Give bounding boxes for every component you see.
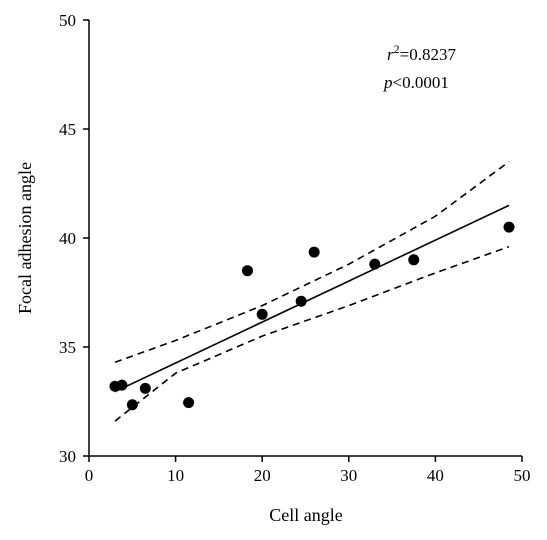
data-point — [256, 308, 268, 320]
y-axis-label: Focal adhesion angle — [15, 162, 35, 314]
confidence-bands — [114, 161, 510, 422]
data-point — [139, 382, 151, 394]
y-tick-label: 30 — [59, 447, 76, 466]
y-tick-label: 35 — [59, 338, 76, 357]
data-point — [503, 221, 515, 233]
x-tick-label: 50 — [514, 466, 531, 485]
x-tick-label: 0 — [85, 466, 94, 485]
r-symbol: r — [387, 45, 394, 64]
data-point — [369, 258, 381, 270]
data-point — [116, 379, 128, 391]
x-tick-label: 10 — [167, 466, 184, 485]
regression-line — [114, 204, 510, 393]
data-points — [109, 221, 515, 411]
x-axis-label: Cell angle — [269, 505, 342, 525]
p-value: <0.0001 — [393, 73, 449, 92]
axes: 0 10 20 30 40 50 30 35 40 45 50 — [59, 11, 531, 485]
r-value: =0.8237 — [400, 45, 457, 64]
x-tick-label: 40 — [427, 466, 444, 485]
p-symbol: p — [383, 73, 393, 92]
data-point — [183, 397, 195, 409]
confidence-band-upper — [114, 161, 510, 364]
r-squared-annotation: r2=0.8237 — [387, 42, 456, 64]
x-tick-label: 30 — [340, 466, 357, 485]
y-tick-label: 45 — [59, 120, 76, 139]
r-superscript: 2 — [394, 42, 400, 56]
x-tick-label: 20 — [254, 466, 271, 485]
data-point — [241, 265, 253, 277]
data-point — [295, 295, 307, 307]
data-point — [126, 399, 138, 411]
y-tick-label: 40 — [59, 229, 76, 248]
y-tick-label: 50 — [59, 11, 76, 30]
p-value-annotation: p<0.0001 — [383, 73, 449, 92]
regression-line-group — [114, 204, 510, 393]
data-point — [308, 246, 320, 258]
confidence-band-lower — [114, 245, 510, 422]
data-point — [408, 254, 420, 266]
